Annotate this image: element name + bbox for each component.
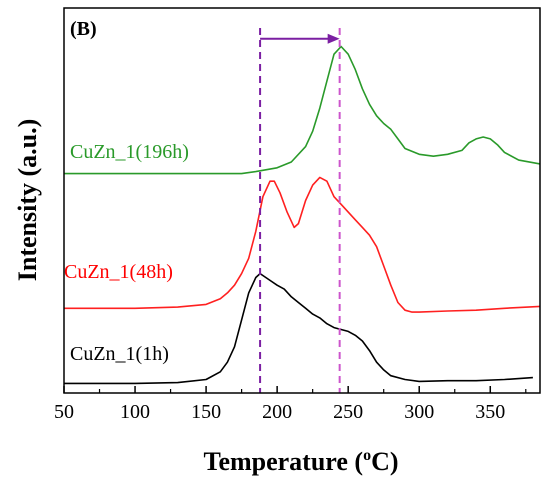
series-label-2: CuZn_1(196h) (70, 141, 189, 163)
plot-area: CuZn_1(1h) CuZn_1(48h) CuZn_1(196h) (64, 45, 541, 385)
x-tick-label: 100 (120, 401, 150, 423)
plot-frame (63, 7, 541, 394)
series-label-0: CuZn_1(1h) (70, 343, 169, 365)
x-tick-label: 150 (191, 401, 221, 423)
shift-arrow-head (327, 33, 340, 44)
x-tick-label: 250 (333, 401, 363, 423)
series-line-2 (64, 45, 541, 175)
x-axis-title: Temperature (oC) (203, 447, 398, 476)
series-line-1 (64, 176, 541, 313)
y-axis-title: Intensity (a.u.) (13, 119, 42, 282)
panel-label: (B) (70, 18, 97, 40)
axes: 50 100 150 200 250 300 350 (54, 7, 541, 423)
series-label-1: CuZn_1(48h) (64, 261, 173, 283)
x-tick-label: 300 (404, 401, 434, 423)
x-tick-label: 50 (54, 401, 74, 423)
x-tick-label: 350 (475, 401, 505, 423)
x-tick-label: 200 (262, 401, 292, 423)
annotations (259, 28, 341, 393)
series-line-0 (64, 272, 533, 385)
